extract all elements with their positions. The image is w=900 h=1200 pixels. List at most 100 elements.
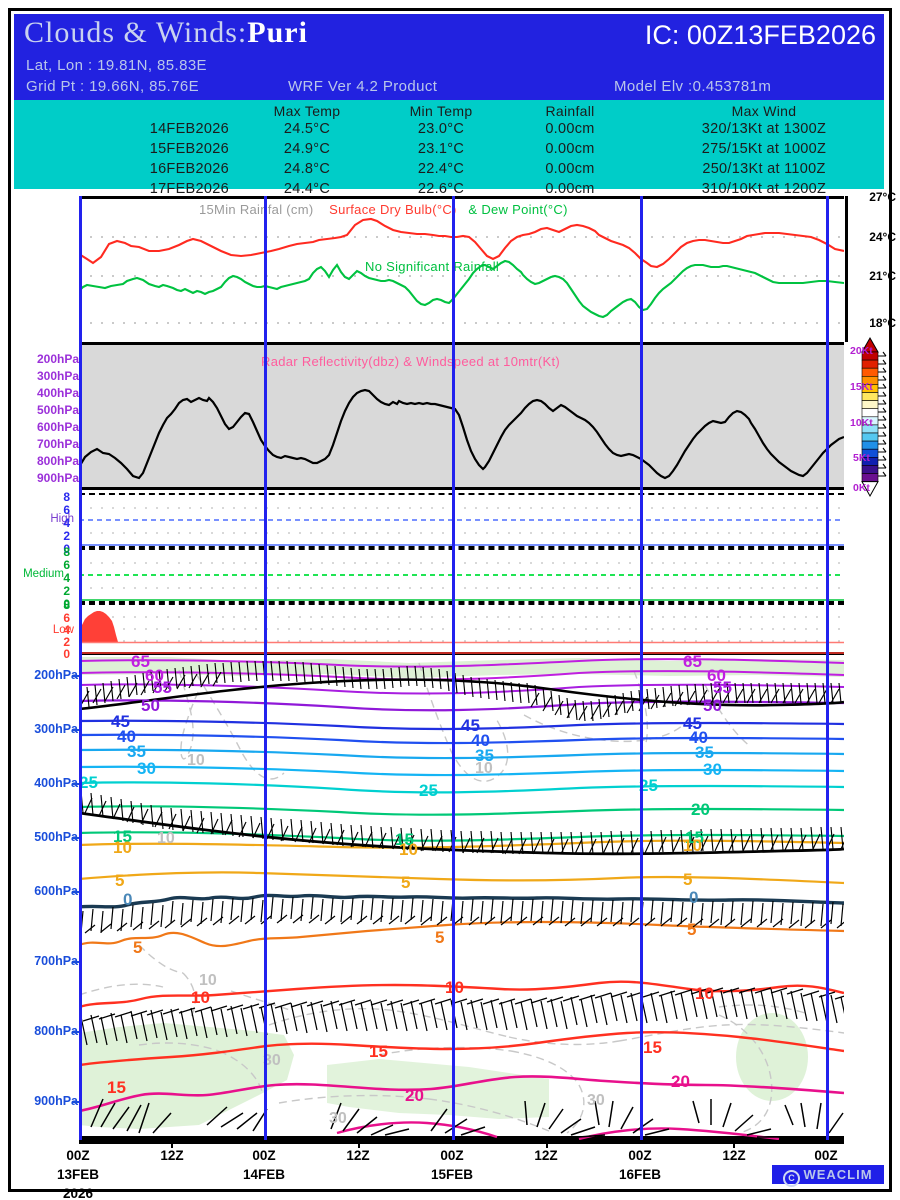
svg-text:10: 10: [475, 760, 493, 777]
low-tick-0: 0: [63, 647, 70, 661]
temp-axis-tick-18: 18°C: [869, 316, 896, 330]
svg-text:15: 15: [369, 1042, 388, 1061]
svg-text:35: 35: [127, 742, 146, 761]
cell-max-wind: 275/15Kt at 1000Z: [701, 141, 827, 157]
station-name: Puri: [247, 16, 308, 49]
svg-text:30: 30: [587, 1092, 605, 1109]
col-header-max-temp: Max Temp: [273, 103, 341, 119]
model-elevation-label: Model Elv :0.453781m: [614, 78, 772, 95]
radar-panel-title: Radar Reflectivity(dbz) & Windspeed at 1…: [261, 354, 561, 369]
radar-axis-tick-700: 700hPa: [36, 437, 79, 451]
col-header-max-wind: Max Wind: [731, 103, 797, 119]
svg-text:15: 15: [685, 828, 704, 847]
header-banner: Clouds & Winds:Puri IC: 00Z13FEB2026 Lat…: [14, 14, 884, 100]
surface-temperature-panel: 15Min Rainfal (cm) Surface Dry Bulb(°C) …: [79, 190, 896, 339]
cell-date: 14FEB2026: [149, 121, 229, 137]
colorbar-tick-10kt: 10Kt: [850, 417, 873, 429]
axis-tick-mark: [72, 961, 79, 963]
svg-text:55: 55: [153, 678, 172, 697]
radar-axis-tick-300: 300hPa: [36, 369, 79, 383]
svg-text:10: 10: [157, 830, 175, 847]
svg-text:60: 60: [145, 666, 164, 685]
svg-text:10: 10: [683, 836, 702, 855]
low-tick-8: 8: [63, 598, 70, 612]
radar-axis-tick-400: 400hPa: [36, 386, 79, 400]
cloud-label-medium: Medium: [23, 568, 64, 580]
cell-max-wind: 310/10Kt at 1200Z: [701, 181, 827, 197]
cell-min-temp: 22.6°C: [417, 181, 465, 197]
day-divider-17feb: [826, 196, 829, 1140]
low-cloud-plot: [79, 611, 844, 654]
axis-tick-mark: [72, 729, 79, 731]
colorbar-tick-20kt: 20Kt: [850, 345, 873, 357]
svg-text:40: 40: [471, 731, 490, 750]
day-divider-15feb: [452, 196, 455, 1140]
day-divider-13feb: [79, 196, 82, 1140]
time-axis: 00Z 12Z 00Z 12Z 00Z 12Z 00Z 12Z 00Z 13FE…: [57, 1144, 847, 1200]
svg-text:15: 15: [395, 830, 414, 849]
svg-text:45: 45: [461, 716, 480, 735]
svg-text:30: 30: [137, 759, 156, 778]
col-header-min-temp: Min Temp: [409, 103, 473, 119]
svg-text:60: 60: [707, 666, 726, 685]
svg-text:10: 10: [187, 752, 205, 769]
low-tick-6: 6: [63, 611, 70, 625]
xaxis-hour-2: 00Z: [252, 1148, 276, 1163]
radar-axis-tick-500: 500hPa: [36, 403, 79, 417]
cell-rainfall: 0.00cm: [545, 121, 595, 137]
cell-rainfall: 0.00cm: [545, 141, 595, 157]
medium-tick-0: 0: [63, 597, 70, 611]
high-cloud-panel: [79, 493, 844, 548]
svg-text:10: 10: [695, 984, 714, 1003]
main-axis-tick-400: 400hPa: [34, 776, 78, 790]
svg-text:15: 15: [107, 1078, 126, 1097]
xaxis-day-0: 13FEB: [56, 1167, 100, 1182]
ampersand-label: &: [468, 202, 478, 217]
cell-min-temp: 23.1°C: [417, 141, 465, 157]
medium-cloud-panel: [79, 548, 844, 603]
xaxis-day-4: 15FEB: [430, 1167, 474, 1182]
high-tick-0: 0: [63, 542, 70, 556]
temp-axis-tick-27: 27°C: [869, 190, 896, 204]
medium-tick-4: 4: [63, 571, 70, 585]
low-tick-4: 4: [63, 623, 70, 637]
colorbar-tick-0kt: 0Kt: [853, 482, 870, 494]
svg-text:30: 30: [703, 760, 722, 779]
temperature-wind-cross-section-panel: 65 65 60 60 55 55 50 50 45 45 45 40 40 4…: [79, 655, 844, 1140]
temp-axis-tick-21: 21°C: [869, 269, 896, 283]
radar-axis-tick-600: 600hPa: [36, 420, 79, 434]
radar-trace-plot: [79, 388, 844, 480]
low-tick-2: 2: [63, 635, 70, 649]
svg-text:55: 55: [713, 678, 732, 697]
rainfall-legend-label: 15Min Rainfal (cm): [199, 202, 314, 217]
axis-tick-mark: [72, 1101, 79, 1103]
svg-text:5: 5: [115, 871, 124, 890]
svg-text:0: 0: [689, 888, 698, 907]
axis-tick-mark: [72, 837, 79, 839]
cell-max-temp: 24.4°C: [283, 181, 331, 197]
xaxis-tick: [171, 1140, 173, 1148]
cell-min-temp: 22.4°C: [417, 161, 465, 177]
cell-date: 15FEB2026: [149, 141, 229, 157]
watermark-label: WEACLIM: [803, 1167, 873, 1182]
medium-cloud-plot: [79, 562, 844, 601]
xaxis-tick: [358, 1140, 360, 1148]
xaxis-hour-1: 12Z: [160, 1148, 184, 1163]
axis-tick-mark: [72, 891, 79, 893]
cloud-label-low: Low: [52, 624, 74, 636]
lat-lon-label: Lat, Lon : 19.81N, 85.83E: [26, 57, 207, 74]
day-divider-16feb: [640, 196, 643, 1140]
svg-text:10: 10: [113, 838, 132, 857]
medium-tick-2: 2: [63, 584, 70, 598]
cross-section-plot: 65 65 60 60 55 55 50 50 45 45 45 40 40 4…: [79, 655, 844, 1140]
svg-text:20: 20: [671, 1072, 690, 1091]
cell-max-temp: 24.5°C: [283, 121, 331, 137]
svg-text:25: 25: [639, 776, 658, 795]
svg-text:0: 0: [123, 890, 132, 909]
grid-point-label: Grid Pt : 19.66N, 85.76E: [26, 78, 200, 95]
svg-text:15: 15: [643, 1038, 662, 1057]
svg-text:5: 5: [401, 873, 410, 892]
axis-tick-mark: [72, 1031, 79, 1033]
svg-text:15: 15: [113, 827, 132, 846]
